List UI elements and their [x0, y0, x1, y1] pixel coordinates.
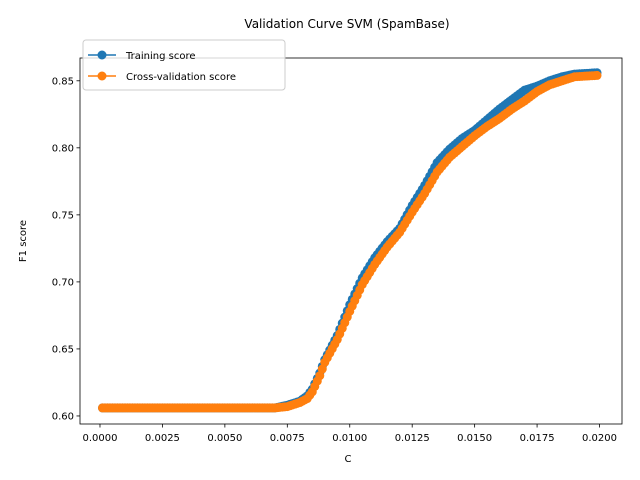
y-tick-label: 0.65	[52, 344, 74, 355]
x-tick-label: 0.0175	[520, 433, 555, 444]
y-tick-label: 0.75	[52, 210, 74, 221]
y-axis-label: F1 score	[18, 220, 29, 262]
y-tick-label: 0.80	[52, 143, 74, 154]
axes: 0.0000 0.0025 0.0050 0.0075 0.0100 0.0125 0.01…	[52, 57, 623, 444]
y-tick-label: 0.85	[52, 76, 74, 87]
y-axis-ticks: 0.60 0.65 0.70 0.75 0.80 0.85	[52, 76, 80, 422]
x-tick-label: 0.0125	[395, 433, 430, 444]
plot-background	[80, 58, 622, 424]
legend-box	[82, 39, 286, 91]
legend-marker-cv	[97, 71, 107, 81]
x-axis-ticks: 0.0000 0.0025 0.0050 0.0075 0.0100 0.0125 0.01…	[82, 424, 617, 444]
legend: Training score Cross-validation score	[82, 39, 286, 91]
legend-label-cv: Cross-validation score	[126, 72, 236, 83]
x-tick-label: 0.0100	[332, 433, 367, 444]
chart-title: Validation Curve SVM (SpamBase)	[244, 17, 449, 31]
x-tick-label: 0.0025	[145, 433, 180, 444]
x-tick-label: 0.0150	[457, 433, 492, 444]
x-tick-label: 0.0050	[207, 433, 242, 444]
x-tick-label: 0.0000	[82, 433, 117, 444]
y-tick-label: 0.70	[52, 277, 74, 288]
series-layer	[97, 68, 602, 413]
series-cv	[97, 70, 602, 413]
axes-frame	[79, 57, 623, 425]
plot-area	[80, 58, 622, 424]
x-tick-label: 0.0200	[582, 433, 617, 444]
legend-label-training: Training score	[125, 51, 196, 62]
data-point-cv	[592, 70, 602, 80]
x-tick-label: 0.0075	[270, 433, 305, 444]
y-tick-label: 0.60	[52, 411, 74, 422]
legend-marker-training	[97, 50, 107, 60]
x-axis-label: C	[345, 454, 352, 465]
